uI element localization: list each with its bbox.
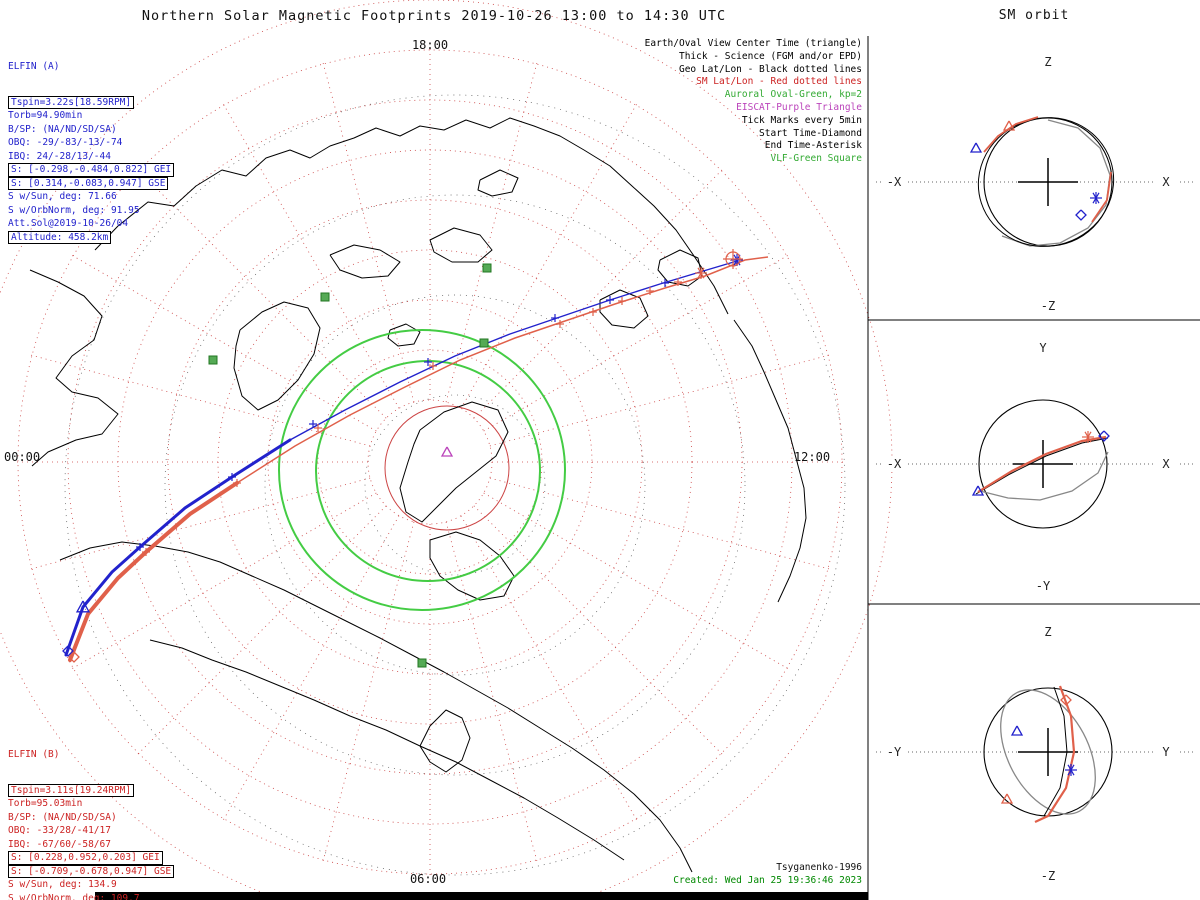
- orbit-axis-label: -Y: [887, 745, 902, 759]
- page-title: Northern Solar Magnetic Footprints 2019-…: [141, 8, 727, 24]
- elfin-a-info-line: S: [0.314,-0.083,0.947] GSE: [8, 176, 169, 190]
- elfin-b-info-line: S w/OrbNorm, deg: 109.7: [8, 892, 140, 900]
- track-ticks: [136, 278, 682, 556]
- orbit-axis-label: X: [1162, 175, 1170, 189]
- created-timestamp: Created: Wed Jan 25 19:36:46 2023: [673, 875, 862, 886]
- map-markers: [62, 249, 743, 663]
- legend-item: SM Lat/Lon - Red dotted lines: [696, 76, 862, 88]
- clock-label-0000: 00:00: [4, 450, 41, 464]
- vlf-squares: [208, 263, 492, 668]
- clock-label-1800: 18:00: [411, 38, 449, 52]
- orbit-axis-label: Z: [1044, 55, 1051, 69]
- elfin-b-track: [68, 256, 769, 662]
- legend-item: End Time-Asterisk: [764, 140, 862, 152]
- orbit-axis-label: -Z: [1041, 299, 1055, 313]
- orbit-panel-2: Y -Y -X X: [876, 340, 1196, 593]
- elfin-a-info-line: Altitude: 458.2km: [8, 230, 112, 244]
- elfin-a-info-line: IBQ: 24/-28/13/-44: [8, 150, 111, 162]
- legend-item: Auroral Oval-Green, kp=2: [724, 89, 862, 101]
- elfin-b-label: ELFIN (B): [8, 749, 60, 760]
- elfin-a-label: ELFIN (A): [8, 61, 60, 72]
- orbit-axis-label: Y: [1162, 745, 1170, 759]
- elfin-a-info-line: OBQ: -29/-83/-13/-74: [8, 137, 123, 148]
- orbit-panel-1: Z -Z -X X: [876, 54, 1196, 313]
- elfin-b-info-line: S: [0.228,0.952,0.203] GEI: [8, 851, 163, 865]
- elfin-a-info-line: Torb=94.90min: [8, 110, 83, 121]
- elfin-a-info-line: B/SP: (NA/ND/SD/SA): [8, 123, 117, 135]
- elfin-a-info-line: Tspin=3.22s[18.59RPM]: [8, 95, 135, 109]
- orbit-axis-label: -X: [887, 175, 902, 189]
- legend-item: Thick - Science (FGM and/or EPD): [678, 50, 862, 62]
- clock-label-0600: 06:00: [409, 872, 447, 886]
- model-label: Tsyganenko-1996: [776, 862, 862, 873]
- elfin-b-info-block: ELFIN (B) Tspin=3.11s[19.24RPM] Torb=95.0…: [8, 726, 175, 900]
- panel-separators: [95, 36, 1200, 900]
- elfin-a-info-block: ELFIN (A) Tspin=3.22s[18.59RPM] Torb=94.9…: [8, 38, 175, 266]
- legend-item: Tick Marks every 5min: [741, 114, 862, 126]
- elfin-a-info-line: Att.Sol@2019-10-26/04: [8, 218, 129, 229]
- elfin-b-info-line: S w/Sun, deg: 134.9: [8, 879, 117, 890]
- orbit-panel-3: Z -Z -Y Y: [876, 624, 1196, 883]
- elfin-b-info-line: IBQ: -67/60/-58/67: [8, 838, 111, 850]
- orbit-axis-label: -X: [887, 457, 902, 471]
- clock-label-1200: 12:00: [793, 450, 831, 464]
- map-footer: Tsyganenko-1996 Created: Wed Jan 25 19:3…: [673, 861, 862, 887]
- elfin-b-info-line: Torb=95.03min: [8, 798, 83, 809]
- elfin-a-info-line: S: [-0.298,-0.484,0.822] GEI: [8, 163, 175, 177]
- legend-item: Start Time-Diamond: [759, 127, 862, 139]
- bottom-bar: [95, 892, 868, 900]
- elfin-a-lines: Tspin=3.22s[18.59RPM] Torb=94.90min B/SP: …: [8, 95, 175, 244]
- elfin-a-info-line: S w/Sun, deg: 71.66: [8, 191, 117, 202]
- map-legend: Earth/Oval View Center Time (triangle) Th…: [645, 38, 862, 166]
- orbit-axis-label: Y: [1039, 341, 1047, 355]
- legend-item: VLF-Green Square: [770, 153, 862, 165]
- elfin-a-track: [64, 260, 738, 657]
- coastlines: [29, 117, 807, 873]
- elfin-b-info-line: B/SP: (NA/ND/SD/SA): [8, 811, 117, 823]
- legend-item: EISCAT-Purple Triangle: [736, 101, 862, 113]
- legend-item: Geo Lat/Lon - Black dotted lines: [678, 63, 862, 75]
- orbit-axis-label: -Z: [1041, 869, 1055, 883]
- geo-grid: [64, 94, 846, 876]
- legend-item: Earth/Oval View Center Time (triangle): [644, 38, 862, 49]
- elfin-b-info-line: OBQ: -33/28/-41/17: [8, 825, 111, 836]
- orbit-axis-label: -Y: [1036, 579, 1051, 593]
- orbit-axis-label: Z: [1044, 625, 1051, 639]
- elfin-b-info-line: S: [-0.709,-0.678,0.947] GSE: [8, 864, 175, 878]
- elfin-a-info-line: S w/OrbNorm, deg: 91.95: [8, 204, 140, 216]
- elfin-b-lines: Tspin=3.11s[19.24RPM] Torb=95.03min B/SP: …: [8, 783, 175, 900]
- orbit-axis-label: X: [1162, 457, 1170, 471]
- elfin-b-info-line: Tspin=3.11s[19.24RPM]: [8, 783, 135, 797]
- sm-orbit-title: SM orbit: [998, 8, 1070, 23]
